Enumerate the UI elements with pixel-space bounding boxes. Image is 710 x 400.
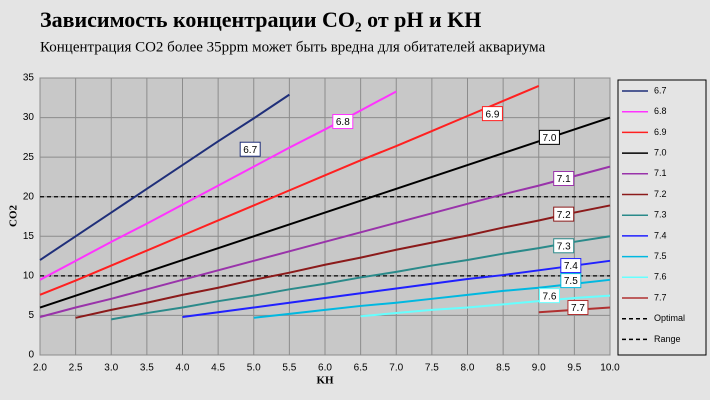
x-tick-label: 9.5 — [567, 363, 581, 374]
line-label: 6.8 — [336, 117, 350, 128]
x-tick-label: 3.5 — [140, 363, 154, 374]
series-line — [39, 116, 611, 309]
legend-label: 6.9 — [654, 127, 667, 137]
y-tick-label: 35 — [23, 73, 35, 84]
series-line — [360, 294, 611, 318]
line-label-box — [560, 273, 582, 289]
series-line — [39, 84, 540, 296]
series-line — [39, 93, 290, 261]
series-line — [111, 235, 611, 321]
y-tick-label: 25 — [23, 152, 35, 163]
line-label-box — [481, 106, 503, 122]
legend-label: 7.3 — [654, 210, 667, 220]
x-tick-label: 10.0 — [600, 363, 620, 374]
legend-label: 7.1 — [654, 168, 667, 178]
x-tick-label: 7.0 — [389, 363, 403, 374]
legend-label: 7.4 — [654, 230, 667, 240]
series-line — [75, 204, 611, 319]
x-tick-label: 2.0 — [33, 363, 47, 374]
line-label: 7.0 — [542, 133, 556, 144]
y-tick-label: 20 — [23, 191, 35, 202]
legend-label: 7.7 — [654, 292, 667, 302]
x-tick-label: 6.0 — [318, 363, 332, 374]
x-tick-label: 8.0 — [461, 363, 475, 374]
x-tick-label: 3.0 — [104, 363, 118, 374]
x-axis-label: KH — [316, 375, 334, 387]
series-line — [39, 165, 611, 318]
line-label-box — [553, 238, 575, 254]
line-label: 7.2 — [557, 210, 571, 221]
legend-label: 6.8 — [654, 106, 667, 116]
line-label-box — [538, 129, 560, 145]
x-tick-label: 2.5 — [69, 363, 83, 374]
line-label-box — [553, 206, 575, 222]
legend-label: 7.0 — [654, 147, 667, 157]
line-label: 7.3 — [557, 241, 571, 252]
x-tick-label: 4.0 — [176, 363, 190, 374]
line-label-box — [553, 171, 575, 187]
line-label-box — [567, 300, 589, 316]
line-label-box — [560, 258, 582, 274]
y-axis-label: CO2 — [8, 205, 20, 228]
legend-label: 7.2 — [654, 189, 667, 199]
x-tick-label: 5.0 — [247, 363, 261, 374]
series-line — [253, 278, 611, 319]
line-label: 6.9 — [485, 109, 499, 120]
line-label-box — [239, 141, 261, 157]
x-tick-label: 6.5 — [354, 363, 368, 374]
x-tick-label: 5.5 — [282, 363, 296, 374]
line-label: 7.6 — [542, 291, 556, 302]
legend-box — [617, 79, 707, 356]
line-label: 7.5 — [564, 276, 578, 287]
legend-label: 7.6 — [654, 272, 667, 282]
line-label: 7.1 — [557, 174, 571, 185]
x-tick-label: 7.5 — [425, 363, 439, 374]
line-label: 6.7 — [243, 145, 257, 156]
chart-title: Зависимость концентрации CO₂ от pH и KH — [40, 7, 481, 32]
y-tick-label: 5 — [28, 310, 34, 321]
series-line — [182, 259, 611, 319]
legend-label: 6.7 — [654, 85, 667, 95]
chart-subtitle: Концентрация CO2 более 35ppm может быть … — [40, 39, 546, 55]
line-label-box — [332, 114, 354, 130]
x-tick-label: 8.5 — [496, 363, 510, 374]
x-tick-label: 9.0 — [532, 363, 546, 374]
y-tick-label: 0 — [28, 350, 34, 361]
legend-label: Optimal — [654, 313, 685, 323]
y-tick-label: 15 — [23, 231, 35, 242]
legend-label: Range — [654, 334, 681, 344]
line-label: 7.4 — [564, 261, 578, 272]
line-label-box — [538, 288, 560, 304]
y-tick-label: 10 — [23, 270, 35, 281]
line-label: 7.7 — [571, 303, 585, 314]
legend-label: 7.5 — [654, 251, 667, 261]
x-tick-label: 4.5 — [211, 363, 225, 374]
y-tick-label: 30 — [23, 112, 35, 123]
